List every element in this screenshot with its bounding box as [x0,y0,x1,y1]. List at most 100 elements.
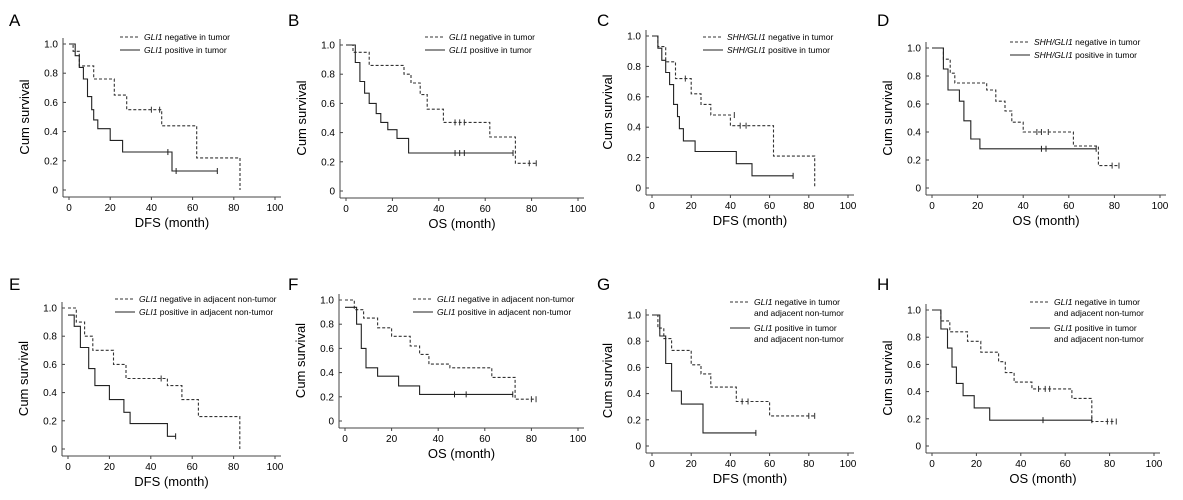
x-tick-label: 60 [1060,459,1072,470]
y-tick-label: 0.8 [44,69,58,80]
x-tick-label: 80 [803,459,815,470]
series-line-negative [932,47,1119,167]
x-tick-label: 0 [929,201,935,212]
legend-gene: GLI1 [144,45,163,55]
legend-gene: SHH/GLI1 [1034,50,1073,60]
x-tick-label: 0 [649,459,655,470]
x-tick-label: 0 [342,434,348,445]
legend-gene: GLI1 [1054,297,1073,307]
y-tick-label: 0.4 [320,368,334,379]
y-tick-label: 0 [635,442,641,453]
y-tick-label: 1.0 [321,41,335,52]
series-line-positive [68,314,176,437]
legend-entry: GLI1 negative in tumor [754,297,840,307]
series-line-positive [346,44,513,154]
y-tick-label: 0.2 [627,153,641,164]
x-tick-label: 40 [433,204,445,215]
y-axis-label: Cum survival [880,340,895,415]
legend-text: negative in adjacent non-tumor [157,294,276,304]
x-tick-label: 80 [1109,201,1121,212]
y-tick-label: 1.0 [43,304,57,315]
x-tick-label: 0 [929,459,935,470]
x-tick-label: 20 [686,459,698,470]
y-tick-label: 0.6 [44,98,58,109]
legend-entry: SHH/GLI1 positive in tumor [1034,50,1137,60]
x-tick-label: 100 [1146,459,1163,470]
y-tick-label: 0.8 [320,320,334,331]
panel-label: H [877,275,889,294]
legend-gene: GLI1 [754,297,773,307]
legend-entry: GLI1 negative in adjacent non-tumor [437,294,575,304]
y-axis-label: Cum survival [293,323,308,398]
x-tick-label: 40 [725,201,737,212]
x-tick-label: 20 [104,462,116,473]
y-tick-label: 0.8 [627,337,641,348]
legend-entry: SHH/GLI1 positive in tumor [727,45,830,55]
x-tick-label: 20 [387,204,399,215]
x-tick-label: 100 [570,204,587,215]
x-tick-label: 60 [187,462,199,473]
x-tick-label: 100 [267,203,284,214]
x-tick-label: 80 [1104,459,1116,470]
y-tick-label: 0.4 [43,388,57,399]
series-line-negative [652,35,816,188]
series-line-negative [69,43,241,190]
x-axis-label: OS (month) [1012,213,1079,228]
x-tick-label: 20 [105,203,117,214]
x-tick-label: 40 [1018,201,1030,212]
panel-label: B [288,11,299,30]
y-tick-label: 0.6 [907,360,921,371]
legend-text: negative in tumor [772,297,840,307]
x-tick-label: 60 [764,201,776,212]
legend-text: positive in tumor [766,45,830,55]
y-tick-label: 0.6 [627,363,641,374]
legend-entry: GLI1 positive in adjacent non-tumor [139,307,273,317]
x-tick-label: 60 [1063,201,1075,212]
y-axis-label: Cum survival [600,74,615,149]
y-tick-label: 0.2 [907,156,921,167]
y-tick-label: 0.8 [907,333,921,344]
x-axis-label: OS (month) [428,216,495,231]
x-axis-label: OS (month) [428,446,495,461]
legend-text: positive in tumor [1072,323,1136,333]
legend-entry-cont: and adjacent non-tumor [1054,308,1144,318]
y-tick-label: 0 [329,187,335,198]
legend-gene: GLI1 [437,307,456,317]
x-tick-label: 40 [1015,459,1027,470]
y-tick-label: 0.6 [627,92,641,103]
panel-b: B 0 20 40 60 80 100 0 0.2 0.4 0.6 0.8 1.0 OS (month) C… [288,11,587,231]
legend-entry: GLI1 positive in tumor [449,45,532,55]
x-axis-label: DFS (month) [134,474,208,489]
y-tick-label: 0 [328,417,334,428]
legend-gene: SHH/GLI1 [1034,37,1073,47]
legend-text: negative in tumor [467,32,535,42]
legend-text: positive in tumor [162,45,226,55]
x-tick-label: 40 [433,434,445,445]
legend-entry: SHH/GLI1 negative in tumor [727,32,833,42]
y-axis-label: Cum survival [16,341,31,416]
legend-entry: GLI1 negative in adjacent non-tumor [139,294,277,304]
y-tick-label: 0.2 [44,156,58,167]
legend-entry: GLI1 positive in tumor [1054,323,1137,333]
legend-text: positive in tumor [772,323,836,333]
legend: GLI1 negative in adjacent non-tumorGLI1 … [413,294,575,317]
series-line-negative [932,309,1114,423]
y-axis-label: Cum survival [880,80,895,155]
legend-gene: GLI1 [449,45,468,55]
series-line-positive [345,306,513,395]
y-tick-label: 0.4 [627,389,641,400]
x-axis-label: DFS (month) [713,213,787,228]
y-tick-label: 0.8 [321,70,335,81]
y-tick-label: 1.0 [627,311,641,322]
y-tick-label: 0.6 [321,99,335,110]
y-tick-label: 1.0 [320,296,334,307]
series-line-positive [932,47,1097,150]
x-tick-label: 80 [228,462,240,473]
x-tick-label: 20 [386,434,398,445]
y-tick-label: 0.2 [320,392,334,403]
y-axis-label: Cum survival [600,343,615,418]
legend-gene: GLI1 [139,307,158,317]
